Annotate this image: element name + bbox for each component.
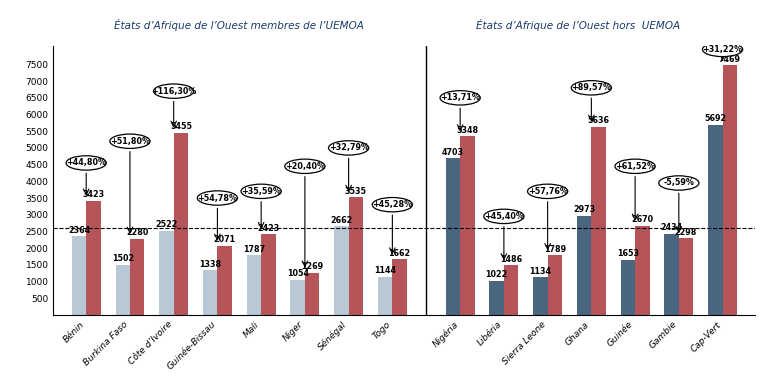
Bar [115, 265, 130, 315]
Bar [174, 133, 188, 315]
Bar [159, 231, 174, 315]
Text: 1787: 1787 [243, 245, 265, 254]
Text: +45,40%: +45,40% [484, 212, 524, 221]
Text: -5,59%: -5,59% [663, 179, 694, 187]
Bar [217, 246, 232, 315]
Ellipse shape [571, 81, 611, 95]
Ellipse shape [440, 91, 480, 105]
Text: +31,22%: +31,22% [703, 45, 742, 54]
Bar [548, 255, 562, 315]
Text: +57,76%: +57,76% [528, 187, 568, 196]
Text: 2670: 2670 [631, 215, 653, 224]
Bar [349, 197, 363, 315]
Bar [591, 127, 606, 315]
Text: 2280: 2280 [126, 228, 148, 237]
Bar [203, 270, 217, 315]
Text: +20,40%: +20,40% [285, 162, 325, 171]
Ellipse shape [527, 184, 568, 199]
Text: 2662: 2662 [330, 216, 353, 225]
Text: 5348: 5348 [456, 126, 478, 135]
Bar [635, 226, 649, 315]
Bar [460, 136, 475, 315]
Ellipse shape [372, 197, 413, 212]
Text: 1134: 1134 [530, 266, 552, 276]
Text: 2434: 2434 [661, 223, 683, 232]
Bar [72, 236, 86, 315]
Bar [86, 200, 101, 315]
Text: 4703: 4703 [442, 147, 464, 157]
Ellipse shape [198, 191, 237, 205]
Bar [246, 255, 261, 315]
Bar [446, 158, 460, 315]
Text: +35,59%: +35,59% [241, 187, 281, 196]
Bar [577, 215, 591, 315]
Bar [504, 265, 518, 315]
Text: 1486: 1486 [500, 255, 522, 264]
Text: +116,30%: +116,30% [151, 87, 196, 96]
Text: +32,79%: +32,79% [329, 143, 369, 152]
Text: +44,80%: +44,80% [66, 159, 106, 167]
Bar [334, 226, 349, 315]
Bar [378, 277, 392, 315]
Text: 2298: 2298 [674, 228, 697, 237]
Text: États d’Afrique de l’Ouest hors  UEMOA: États d’Afrique de l’Ouest hors UEMOA [476, 19, 681, 31]
Text: 1789: 1789 [544, 245, 566, 254]
Text: 3423: 3423 [82, 190, 105, 199]
Text: +61,52%: +61,52% [615, 162, 655, 171]
Ellipse shape [329, 141, 369, 155]
Ellipse shape [484, 209, 524, 223]
Text: 1269: 1269 [301, 262, 324, 271]
Text: 1144: 1144 [374, 266, 396, 275]
Bar [291, 280, 305, 315]
Text: États d’Afrique de l’Ouest membres de l’UEMOA: États d’Afrique de l’Ouest membres de l’… [114, 19, 364, 31]
Text: 2973: 2973 [573, 205, 595, 214]
Ellipse shape [615, 159, 655, 174]
Text: +13,71%: +13,71% [440, 93, 480, 103]
Text: 5636: 5636 [588, 116, 610, 125]
Ellipse shape [658, 176, 699, 190]
Ellipse shape [285, 159, 325, 174]
Text: 5692: 5692 [704, 114, 726, 124]
Text: 2071: 2071 [214, 235, 236, 244]
Ellipse shape [153, 84, 194, 98]
Ellipse shape [241, 184, 282, 199]
Bar [723, 66, 737, 315]
Bar [392, 259, 407, 315]
Text: +45,28%: +45,28% [372, 200, 413, 209]
Text: +54,78%: +54,78% [198, 194, 237, 202]
Text: 2423: 2423 [257, 223, 279, 233]
Text: 2522: 2522 [156, 220, 178, 229]
Text: +89,57%: +89,57% [571, 83, 611, 92]
Text: 1338: 1338 [199, 260, 221, 269]
Text: 2364: 2364 [68, 226, 90, 235]
Text: 1653: 1653 [617, 249, 639, 258]
Bar [679, 238, 694, 315]
Text: 7469: 7469 [719, 55, 741, 64]
Bar [130, 239, 144, 315]
Bar [620, 260, 635, 315]
Ellipse shape [110, 134, 150, 149]
Text: 3535: 3535 [345, 187, 367, 195]
Text: 1054: 1054 [287, 269, 309, 278]
Bar [708, 125, 723, 315]
Text: 1662: 1662 [388, 249, 410, 258]
Text: 5455: 5455 [170, 122, 192, 131]
Bar [533, 277, 548, 315]
Bar [261, 234, 275, 315]
Text: +51,80%: +51,80% [110, 137, 150, 146]
Bar [305, 273, 320, 315]
Text: 1502: 1502 [111, 254, 134, 263]
Bar [489, 281, 504, 315]
Ellipse shape [703, 42, 742, 56]
Bar [665, 233, 679, 315]
Ellipse shape [66, 156, 106, 170]
Text: 1022: 1022 [485, 270, 508, 280]
